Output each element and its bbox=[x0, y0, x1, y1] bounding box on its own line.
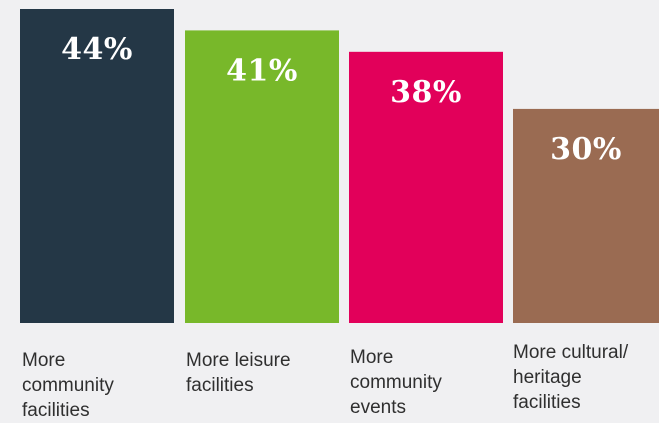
category-label-community-events: More community events bbox=[350, 347, 442, 418]
bar-leisure-facilities bbox=[185, 30, 339, 324]
category-label-leisure-facilities: More leisure facilities bbox=[186, 350, 291, 396]
bar-value-label-leisure-facilities: 41% bbox=[226, 53, 298, 88]
category-label-cultural-heritage-facilities: More cultural/ heritage facilities bbox=[513, 342, 629, 413]
bar-value-label-community-facilities: 44% bbox=[61, 32, 133, 67]
bar-community-events bbox=[349, 51, 503, 324]
category-label-community-facilities: More community facilities bbox=[22, 350, 114, 421]
bar-community-facilities bbox=[20, 9, 174, 323]
bar-value-label-community-events: 38% bbox=[390, 75, 462, 110]
bar-cultural-heritage-facilities bbox=[513, 108, 659, 323]
bar-value-label-cultural-heritage-facilities: 30% bbox=[550, 132, 622, 167]
